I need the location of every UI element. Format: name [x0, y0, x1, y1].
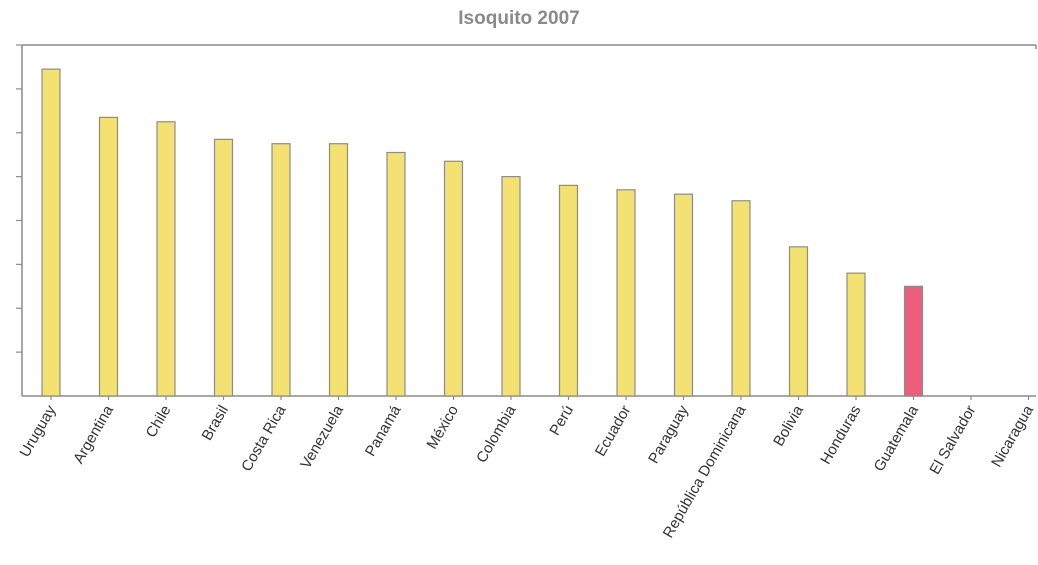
bar-chile: [156, 121, 176, 397]
x-tick-label: Nicaragua: [988, 402, 1037, 470]
x-tick-label: Panamá: [362, 402, 405, 459]
x-tick-label: México: [423, 403, 461, 453]
x-tick-label: Honduras: [817, 403, 864, 468]
x-tick-label: Argentina: [70, 402, 117, 467]
bar-guatemala: [903, 285, 924, 397]
x-tick-label: Costa Rica: [238, 402, 290, 475]
bar-argentina: [98, 116, 119, 397]
bar-venezuela: [328, 143, 349, 397]
x-tick-label: Perú: [546, 403, 577, 439]
x-tick-label: Colombia: [473, 402, 520, 466]
x-tick-label: Venezuela: [297, 402, 347, 472]
x-tick-label: Bolivia: [770, 402, 807, 449]
x-tick-label: El Salvador: [926, 403, 979, 478]
bar-panam-: [386, 151, 406, 397]
x-tick-label: Chile: [143, 403, 175, 441]
x-tick-labels: Uruguay Argentina Chile Brasil Costa Rica Ven…: [16, 402, 1037, 541]
bar-colombia: [501, 176, 521, 397]
bar-honduras: [846, 272, 866, 397]
bar-per-: [558, 184, 579, 397]
bar-group: [41, 68, 924, 397]
chart-title: Isoquito 2007: [458, 8, 580, 29]
bar-brasil: [213, 138, 234, 397]
bar-uruguay: [41, 68, 61, 397]
x-tick-label: Uruguay: [16, 402, 59, 460]
bar-bolivia: [788, 246, 809, 397]
x-tick-label: Guatemala: [871, 402, 923, 475]
x-tick-label: Brasil: [198, 403, 231, 444]
bar-rep-blica-dominicana: [731, 200, 751, 397]
bar-paraguay: [673, 193, 694, 397]
bar-ecuador: [616, 189, 636, 397]
x-tick-label: Paraguay: [645, 402, 692, 467]
bar-costa-rica: [271, 143, 291, 397]
x-tick-label: Ecuador: [592, 403, 635, 460]
chart-axes: [16, 44, 1037, 400]
bar-m-xico: [443, 160, 464, 397]
